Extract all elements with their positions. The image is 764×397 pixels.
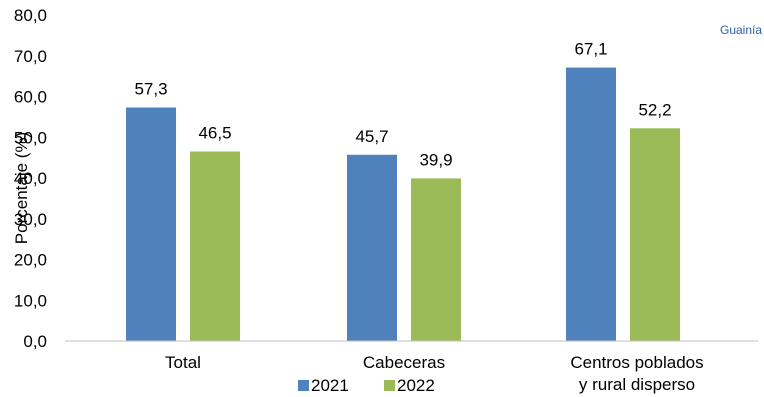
bar-2022-1 <box>411 178 461 341</box>
data-label: 46,5 <box>198 124 231 143</box>
x-category-label: Total <box>165 353 201 372</box>
bar-2021-2 <box>566 67 616 341</box>
y-tick-label: 0,0 <box>23 332 47 351</box>
region-label: Guainía <box>720 23 762 37</box>
y-tick-label: 20,0 <box>14 251 47 270</box>
bar-2021-0 <box>126 107 176 341</box>
bars: 57,3 45,7 67,1 46,5 39,9 52,2 <box>126 40 680 341</box>
y-tick-label: 30,0 <box>14 210 47 229</box>
y-tick-label: 50,0 <box>14 128 47 147</box>
y-tick-label: 80,0 <box>14 6 47 25</box>
data-label: 67,1 <box>574 40 607 59</box>
y-tick-label: 70,0 <box>14 47 47 66</box>
legend-label-2022: 2022 <box>397 376 435 395</box>
x-category-label: Centros poblados <box>570 353 703 372</box>
data-label: 45,7 <box>355 127 388 146</box>
x-category-label: y rural disperso <box>579 375 695 394</box>
data-label: 57,3 <box>134 80 167 99</box>
data-label: 39,9 <box>419 150 452 169</box>
legend-swatch-2022 <box>384 380 395 391</box>
legend: 2021 2022 <box>298 376 435 395</box>
legend-label-2021: 2021 <box>311 376 349 395</box>
bar-2022-2 <box>630 128 680 341</box>
y-tick-label: 60,0 <box>14 88 47 107</box>
x-axis-categories: Total Cabeceras Centros poblados y rural di… <box>165 353 704 394</box>
data-label: 52,2 <box>638 100 671 119</box>
bar-2021-1 <box>347 154 397 341</box>
legend-swatch-2021 <box>298 380 309 391</box>
y-axis-ticks: 0,0 10,0 20,0 30,0 40,0 50,0 60,0 70,0 80,0 <box>14 6 47 351</box>
x-category-label: Cabeceras <box>363 353 445 372</box>
y-tick-label: 10,0 <box>14 291 47 310</box>
bar-2022-0 <box>190 151 240 341</box>
y-axis-label: Porcentaje (%) <box>12 132 31 244</box>
y-tick-label: 40,0 <box>14 169 47 188</box>
